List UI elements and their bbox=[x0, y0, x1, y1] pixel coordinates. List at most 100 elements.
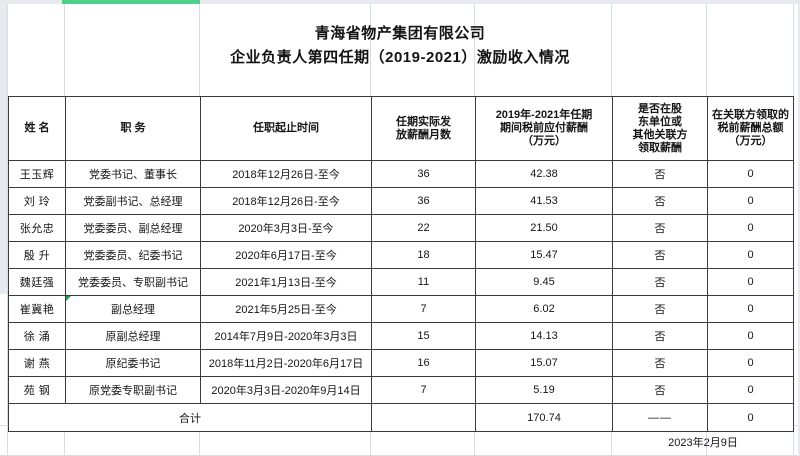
cell-related: 否 bbox=[612, 295, 708, 323]
cell-related: 否 bbox=[612, 268, 708, 296]
header-period: 任职起止时间 bbox=[200, 96, 372, 161]
cell-post: 党委副书记、总经理 bbox=[65, 187, 201, 215]
cell-post: 原副总经理 bbox=[65, 322, 201, 350]
cell-post: 党委委员、副总经理 bbox=[65, 214, 201, 242]
total-related-amount: 0 bbox=[707, 403, 794, 432]
cell-period: 2018年11月2日-2020年6月17日 bbox=[200, 349, 372, 377]
cell-pay: 42.38 bbox=[475, 160, 613, 188]
cell-pay: 14.13 bbox=[475, 322, 613, 350]
cell-post: 原党委专职副书记 bbox=[65, 376, 201, 404]
cell-period: 2020年6月17日-至今 bbox=[200, 241, 372, 269]
header-related: 是否在股 东单位或 其他关联方 领取薪酬 bbox=[612, 96, 708, 161]
cell-post: 副总经理 bbox=[65, 295, 201, 323]
cell-post: 党委委员、专职副书记 bbox=[65, 268, 201, 296]
table-row: 魏廷强 党委委员、专职副书记 2021年1月13日-至今 11 9.45 否 0 bbox=[8, 268, 794, 296]
table-row: 崔冀艳 副总经理 2021年5月25日-至今 7 6.02 否 0 bbox=[8, 295, 794, 323]
cell-pay: 6.02 bbox=[475, 295, 613, 323]
cell-name: 谢 燕 bbox=[8, 349, 66, 377]
total-row: 合计 170.74 —— 0 bbox=[8, 403, 794, 432]
total-pay: 170.74 bbox=[475, 403, 613, 432]
cell-pay: 9.45 bbox=[475, 268, 613, 296]
cell-related-amount: 0 bbox=[707, 241, 794, 269]
compensation-table-wrapper: 姓 名 职 务 任职起止时间 任期实际发 放薪酬月数 2019年-2021年任期… bbox=[8, 96, 794, 432]
cell-months: 22 bbox=[371, 214, 476, 242]
total-related: —— bbox=[612, 403, 708, 432]
cell-name: 苑 钢 bbox=[8, 376, 66, 404]
table-row: 刘 玲党委副书记、总经理 2018年12月26日-至今 36 41.53 否 0 bbox=[8, 187, 794, 215]
compensation-table: 姓 名 职 务 任职起止时间 任期实际发 放薪酬月数 2019年-2021年任期… bbox=[8, 96, 794, 432]
table-row: 王玉辉 党委书记、董事长 2018年12月26日-至今 36 42.38 否 0 bbox=[8, 160, 794, 188]
cell-related-amount: 0 bbox=[707, 160, 794, 188]
cell-months: 11 bbox=[371, 268, 476, 296]
header-pay: 2019年-2021年任期 期间税前应付薪酬 （万元） bbox=[475, 96, 613, 161]
cell-name: 张允忠 bbox=[8, 214, 66, 242]
cell-months: 7 bbox=[371, 295, 476, 323]
cell-months: 18 bbox=[371, 241, 476, 269]
cell-pay: 15.47 bbox=[475, 241, 613, 269]
cell-months: 36 bbox=[371, 187, 476, 215]
footer-date: 2023年2月9日 bbox=[668, 437, 738, 449]
cell-related: 否 bbox=[612, 241, 708, 269]
cell-pay: 15.07 bbox=[475, 349, 613, 377]
cell-related: 否 bbox=[612, 322, 708, 350]
cell-related-amount: 0 bbox=[707, 295, 794, 323]
table-body: 王玉辉 党委书记、董事长 2018年12月26日-至今 36 42.38 否 0 刘 玲党委副… bbox=[8, 160, 794, 404]
cell-pay: 41.53 bbox=[475, 187, 613, 215]
cell-related-amount: 0 bbox=[707, 214, 794, 242]
cell-period: 2018年12月26日-至今 bbox=[200, 187, 372, 215]
title-line-subject: 企业负责人第四任期（2019-2021）激励收入情况 bbox=[230, 49, 570, 66]
cell-pay: 21.50 bbox=[475, 214, 613, 242]
table-row: 殷 升党委委员、纪委书记 2020年6月17日-至今 18 15.47 否 0 bbox=[8, 241, 794, 269]
cell-period: 2018年12月26日-至今 bbox=[200, 160, 372, 188]
cell-related-amount: 0 bbox=[707, 376, 794, 404]
cell-post: 党委委员、纪委书记 bbox=[65, 241, 201, 269]
cell-name: 崔冀艳 bbox=[8, 295, 66, 323]
cell-related-amount: 0 bbox=[707, 268, 794, 296]
cell-name: 魏廷强 bbox=[8, 268, 66, 296]
cell-name: 王玉辉 bbox=[8, 160, 66, 188]
document-title: 青海省物产集团有限公司 企业负责人第四任期（2019-2021）激励收入情况 bbox=[0, 22, 800, 70]
cell-pay: 5.19 bbox=[475, 376, 613, 404]
header-related-amount: 在关联方领取的 税前薪酬总额 （万元） bbox=[707, 96, 794, 161]
table-header-row: 姓 名 职 务 任职起止时间 任期实际发 放薪酬月数 2019年-2021年任期… bbox=[8, 96, 794, 161]
cell-period: 2021年1月13日-至今 bbox=[200, 268, 372, 296]
table-row: 谢 燕原纪委书记 2018年11月2日-2020年6月17日 16 15.07 否 0 bbox=[8, 349, 794, 377]
cell-related: 否 bbox=[612, 349, 708, 377]
cell-related: 否 bbox=[612, 376, 708, 404]
cell-post: 党委书记、董事长 bbox=[65, 160, 201, 188]
header-months: 任期实际发 放薪酬月数 bbox=[371, 96, 476, 161]
table-row: 苑 钢原党委专职副书记 2020年3月3日-2020年9月14日 7 5.19 否 0 bbox=[8, 376, 794, 404]
comment-indicator-icon[interactable] bbox=[66, 296, 71, 301]
sheet-right-edge bbox=[798, 0, 800, 456]
cell-related-amount: 0 bbox=[707, 322, 794, 350]
cell-related: 否 bbox=[612, 187, 708, 215]
cell-months: 7 bbox=[371, 376, 476, 404]
title-line-company: 青海省物产集团有限公司 bbox=[314, 25, 486, 42]
cell-period: 2020年3月3日-2020年9月14日 bbox=[200, 376, 372, 404]
table-row: 张允忠 党委委员、副总经理 2020年3月3日-至今 22 21.50 否 0 bbox=[8, 214, 794, 242]
cell-name: 徐 涌 bbox=[8, 322, 66, 350]
cell-name: 殷 升 bbox=[8, 241, 66, 269]
header-post: 职 务 bbox=[65, 96, 201, 161]
cell-related-amount: 0 bbox=[707, 187, 794, 215]
header-name: 姓 名 bbox=[8, 96, 66, 161]
table-row: 徐 涌原副总经理 2014年7月9日-2020年3月3日 15 14.13 否 0 bbox=[8, 322, 794, 350]
cell-post: 原纪委书记 bbox=[65, 349, 201, 377]
cell-name: 刘 玲 bbox=[8, 187, 66, 215]
cell-period: 2020年3月3日-至今 bbox=[200, 214, 372, 242]
cell-months: 36 bbox=[371, 160, 476, 188]
column-header-strip bbox=[0, 0, 800, 4]
row-header-strip bbox=[0, 4, 7, 294]
cell-months: 16 bbox=[371, 349, 476, 377]
cell-related: 否 bbox=[612, 214, 708, 242]
total-months bbox=[371, 403, 476, 432]
cell-period: 2021年5月25日-至今 bbox=[200, 295, 372, 323]
selected-column-marker[interactable] bbox=[62, 0, 200, 4]
cell-related-amount: 0 bbox=[707, 349, 794, 377]
cell-period: 2014年7月9日-2020年3月3日 bbox=[200, 322, 372, 350]
cell-months: 15 bbox=[371, 322, 476, 350]
table-footer: 合计 170.74 —— 0 bbox=[8, 403, 794, 432]
cell-related: 否 bbox=[612, 160, 708, 188]
total-label: 合计 bbox=[8, 403, 372, 432]
